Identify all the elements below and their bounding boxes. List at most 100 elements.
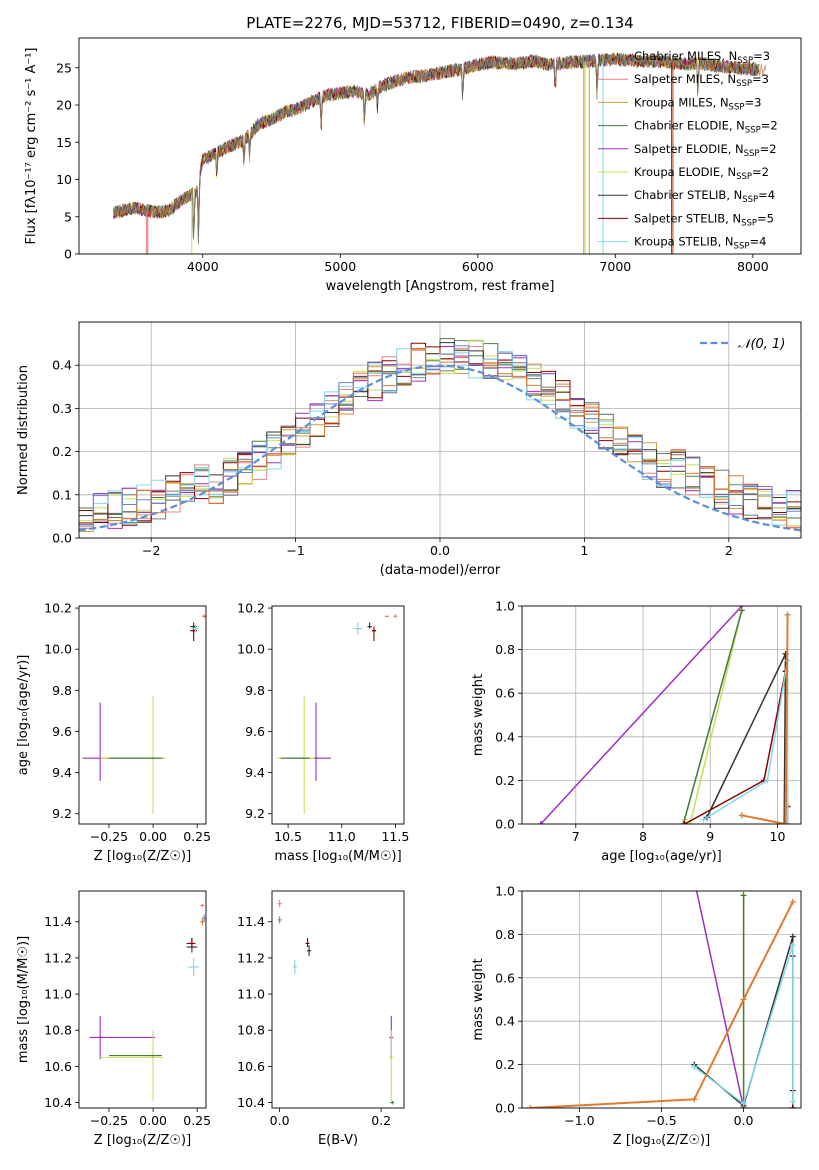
y-axis-label: age [log₁₀(age/yr)] — [16, 655, 31, 776]
weight-marker — [784, 821, 791, 824]
legend-sub: SSP — [734, 242, 750, 252]
weight-marker — [687, 821, 694, 824]
axes-frame — [521, 890, 802, 1109]
y-tick-label: 0.0 — [495, 1101, 515, 1116]
legend-entry: Kroupa ELODIE, NSSP=2 — [634, 165, 769, 182]
y-tick-label: 10.0 — [44, 642, 72, 657]
y-tick-label: 0.0 — [495, 817, 515, 832]
y-tick-label: 0.6 — [495, 970, 515, 985]
legend-sub: SSP — [742, 195, 758, 205]
panel-spectrum: 4000 5000 6000 7000 8000 0 5 10 15 20 25 wavelength… — [24, 37, 802, 294]
weight-marker — [691, 1096, 698, 1103]
plot-area — [277, 614, 398, 814]
panels: 4000 5000 6000 7000 8000 0 5 10 15 20 25 wavelength… — [16, 37, 802, 1148]
legend-text: Chabrier MILES, N — [634, 49, 737, 63]
y-tick-label: 10.2 — [237, 601, 265, 616]
normal-curve — [79, 364, 801, 532]
weight-marker — [784, 611, 791, 618]
legend-entry: Salpeter ELODIE, NSSP=2 — [634, 142, 777, 159]
weight-marker — [789, 942, 796, 949]
weight-line-orange — [741, 614, 789, 824]
plot-area — [79, 338, 801, 532]
legend-text: Salpeter MILES, N — [634, 72, 736, 86]
x-tick-label: 4000 — [187, 259, 219, 274]
x-tick-label: 10 — [770, 829, 786, 844]
legend-entry: Chabrier ELODIE, NSSP=2 — [634, 119, 778, 136]
y-tick-label: 11.0 — [237, 987, 265, 1002]
y-tick-label: 0 — [64, 247, 72, 262]
panel-residuals: −2 −1 0.0 1 2 0.0 0.1 0.2 0.3 0.4 (data-model)/err… — [16, 321, 802, 578]
x-tick-label: 0.2 — [371, 1113, 391, 1128]
errorbar-point-kroupa_stelib — [353, 622, 363, 635]
legend-suffix: =5 — [757, 211, 774, 225]
errorbar-point-kroupa_elodie — [100, 1030, 164, 1101]
y-tick-label: 0.4 — [495, 1014, 515, 1029]
legend-sub: SSP — [737, 56, 753, 66]
legend-entry: Kroupa STELIB, NSSP=4 — [634, 235, 766, 252]
axes-frame — [271, 890, 405, 1109]
axes-frame — [78, 890, 207, 1109]
x-tick-label: 8000 — [737, 259, 769, 274]
legend-suffix: =3 — [744, 95, 761, 109]
x-tick-label: 8 — [639, 829, 647, 844]
x-axis-label: wavelength [Angstrom, rest frame] — [326, 279, 555, 294]
weight-line-salpeter_elodie — [540, 606, 743, 824]
y-tick-label: 0.0 — [52, 531, 72, 546]
legend-sub: SSP — [736, 172, 752, 182]
legend-text: Salpeter STELIB, N — [634, 211, 741, 225]
x-axis-label: mass [log₁₀(M/M☉)] — [274, 849, 401, 864]
panel-weight_vs_age: 7 8 9 10 0.0 0.2 0.4 0.6 0.8 1.0 age [log₁₀(age/yr… — [471, 599, 802, 864]
errorbar-point-salpeter_stelib — [305, 938, 310, 948]
legend-entry: Salpeter MILES, NSSP=3 — [634, 72, 769, 89]
y-tick-label: 9.8 — [245, 683, 265, 698]
plot-area — [537, 606, 791, 824]
x-tick-label: 0.00 — [139, 829, 167, 844]
axes-frame — [78, 605, 207, 825]
x-tick-label: 0.25 — [183, 829, 211, 844]
y-tick-label: 0.3 — [52, 401, 72, 416]
x-tick-label: 0.25 — [183, 1113, 211, 1128]
y-tick-label: 11.4 — [237, 914, 265, 929]
x-tick-label: 11.0 — [328, 829, 356, 844]
x-tick-label: 11.5 — [381, 829, 409, 844]
weight-line-salpeter_elodie — [695, 891, 745, 1108]
legend-text: Kroupa ELODIE, N — [634, 165, 736, 179]
legend-suffix: =3 — [752, 72, 769, 86]
plot-area — [89, 903, 206, 1101]
legend-text: Kroupa MILES, N — [634, 95, 729, 109]
y-tick-label: 9.4 — [52, 765, 72, 780]
weight-marker — [700, 816, 707, 823]
y-tick-label: 0.4 — [495, 729, 515, 744]
x-tick-label: 5000 — [324, 259, 356, 274]
y-tick-label: 20 — [56, 98, 72, 113]
axes-frame — [78, 37, 802, 255]
axes-frame — [271, 605, 405, 825]
x-tick-label: 0.00 — [139, 1113, 167, 1128]
plot-area — [82, 614, 206, 814]
x-tick-label: 7000 — [599, 259, 631, 274]
weight-marker — [789, 898, 796, 905]
errorbar-point-kroupa_stelib — [188, 957, 199, 976]
y-axis-label: mass weight — [471, 958, 486, 1040]
spectrum-line-chabrier_miles — [112, 52, 760, 245]
errorbar-point-chabrier_stelib — [307, 945, 312, 957]
panel-weight_vs_Z: −1.0 −0.5 0.0 0.0 0.2 0.4 0.6 0.8 1.0 Z [log₁₀(Z/… — [471, 884, 802, 1148]
y-tick-label: 25 — [56, 60, 72, 75]
y-tick-label: 1.0 — [495, 884, 515, 899]
axes-frame — [78, 321, 802, 539]
y-axis-label: Normed distribution — [16, 365, 31, 495]
y-tick-label: 10.2 — [44, 601, 72, 616]
y-tick-label: 10 — [56, 172, 72, 187]
y-axis-label: mass weight — [471, 674, 486, 756]
legend-suffix: =4 — [749, 235, 766, 249]
x-tick-label: 6000 — [462, 259, 494, 274]
legend-entry: 𝒩(0, 1) — [738, 337, 785, 352]
y-tick-label: 10.6 — [44, 1059, 72, 1074]
weight-marker — [740, 892, 747, 899]
y-tick-label: 11.0 — [44, 987, 72, 1002]
panel-mass_vs_Z: −0.25 0.00 0.25 10.4 10.6 10.8 11.0 11.2 11.4 Z [… — [16, 890, 211, 1148]
histogram-salpeter_stelib — [79, 342, 801, 526]
x-tick-label: 0.0 — [430, 543, 450, 558]
